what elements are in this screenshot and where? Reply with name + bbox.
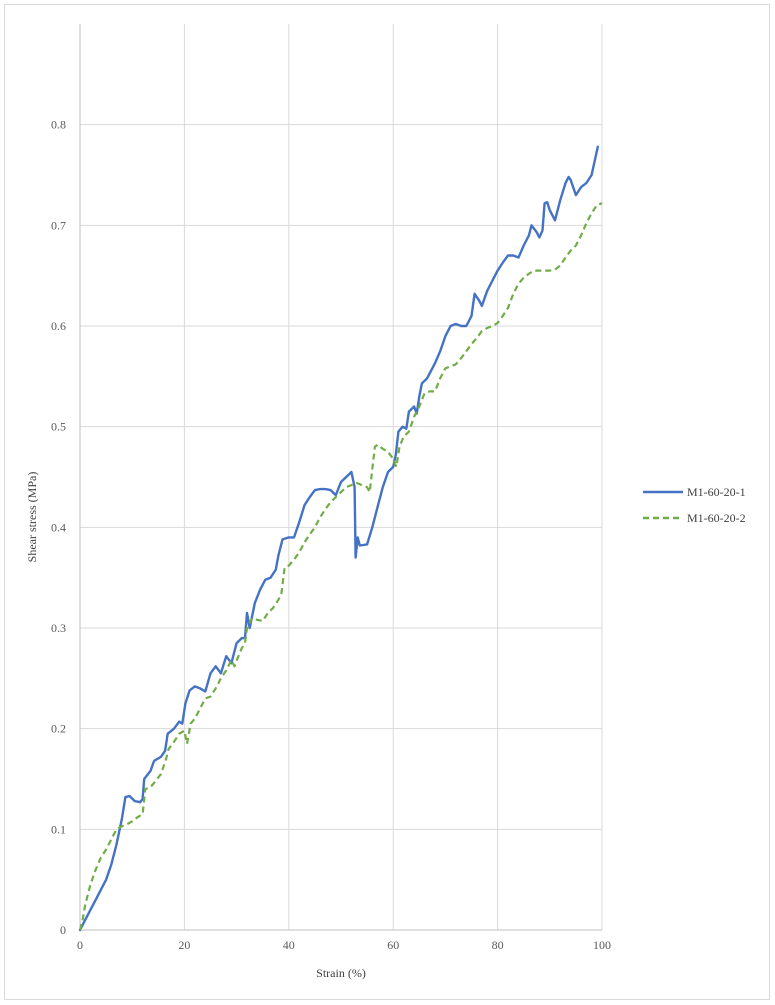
chart-frame xyxy=(4,4,770,1000)
y-tick-label: 0.6 xyxy=(51,319,66,333)
x-tick-label: 40 xyxy=(283,938,295,952)
axes xyxy=(79,24,602,931)
y-axis-title: Shear stress (MPa) xyxy=(25,472,39,563)
legend: M1-60-20-1 M1-60-20-2 xyxy=(643,485,746,525)
x-axis-title: Strain (%) xyxy=(316,966,366,980)
legend-label-2: M1-60-20-2 xyxy=(687,511,746,525)
y-tick-label: 0 xyxy=(60,923,66,937)
x-tick-label: 0 xyxy=(77,938,83,952)
y-tick-label: 0.2 xyxy=(51,722,66,736)
y-tick-label: 0.3 xyxy=(51,621,66,635)
series-line-2 xyxy=(78,202,603,931)
legend-label-1: M1-60-20-1 xyxy=(687,485,746,499)
y-tick-label: 0.8 xyxy=(51,118,66,132)
grid xyxy=(80,24,603,930)
tick-labels: 0 20 40 60 80 100 0 0.1 0.2 0.3 0.4 0.5 0.6 0.7 0.8 xyxy=(51,118,611,952)
x-tick-label: 100 xyxy=(593,938,611,952)
x-tick-label: 80 xyxy=(492,938,504,952)
y-tick-label: 0.4 xyxy=(51,520,66,534)
y-tick-label: 0.7 xyxy=(51,218,66,232)
y-tick-label: 0.1 xyxy=(51,822,66,836)
series-line-1 xyxy=(78,145,599,932)
x-tick-label: 60 xyxy=(387,938,399,952)
series xyxy=(78,145,603,932)
y-tick-label: 0.5 xyxy=(51,420,66,434)
x-tick-label: 20 xyxy=(178,938,190,952)
